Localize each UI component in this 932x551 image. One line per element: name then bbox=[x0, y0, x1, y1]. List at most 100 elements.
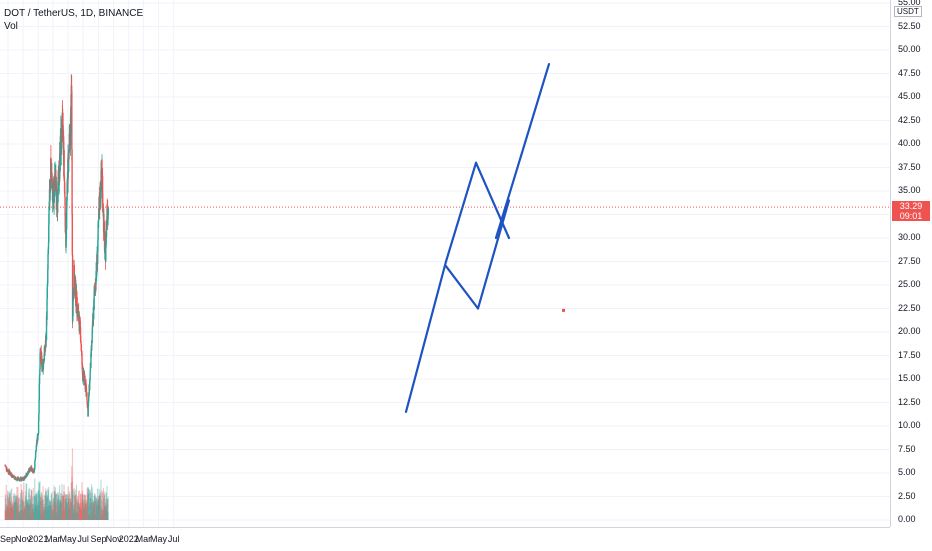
volume-bar bbox=[74, 495, 76, 520]
volume-bar bbox=[53, 498, 55, 520]
time-tick: Sep bbox=[0, 534, 17, 544]
volume-bar bbox=[83, 507, 85, 520]
volume-bar bbox=[75, 489, 77, 520]
volume-bar bbox=[24, 497, 26, 520]
volume-bar bbox=[62, 495, 64, 520]
volume-bar bbox=[66, 509, 69, 520]
volume-bar bbox=[55, 494, 57, 520]
volume-bar bbox=[48, 506, 50, 520]
volume-bar bbox=[11, 507, 13, 520]
volume-bar bbox=[106, 498, 109, 520]
volume-bar bbox=[51, 501, 53, 520]
volume-bar bbox=[84, 494, 86, 520]
volume-bar bbox=[42, 500, 44, 520]
volume-bar bbox=[90, 502, 92, 520]
volume-bar bbox=[14, 500, 16, 520]
volume-bar bbox=[86, 488, 88, 520]
volume-bar bbox=[40, 493, 42, 520]
candle-body bbox=[107, 208, 109, 216]
rhombus-top-right bbox=[474, 161, 511, 240]
candle-body bbox=[63, 175, 66, 182]
volume-bar bbox=[92, 502, 94, 520]
price-axis[interactable]: 55.00 52.50 50.00 47.50 45.00 42.50 40.00 37.50… bbox=[890, 0, 932, 527]
volume-bar bbox=[28, 504, 30, 520]
volume-bar bbox=[71, 448, 74, 520]
volume-bar bbox=[40, 496, 42, 520]
volume-bar bbox=[6, 490, 9, 520]
chart-area[interactable]: DOT / TetherUS, 1D, BINANCE Vol bbox=[0, 0, 890, 527]
volume-bar bbox=[101, 492, 104, 520]
symbol-title: DOT / TetherUS, 1D, BINANCE bbox=[4, 8, 144, 19]
volume-bar bbox=[58, 508, 60, 520]
candle-body bbox=[86, 400, 88, 405]
volume-bar bbox=[8, 493, 11, 520]
volume-bar bbox=[105, 492, 108, 520]
price-chart[interactable] bbox=[0, 0, 890, 527]
candle-body bbox=[69, 115, 72, 146]
candle-body bbox=[89, 371, 91, 380]
rhombus-bottom-right bbox=[476, 199, 511, 310]
candle-body bbox=[49, 178, 52, 187]
time-axis[interactable]: Sep Nov 2021 Mar May Jul Sep Nov 2022 Mar May Jul bbox=[0, 527, 890, 551]
candle-body bbox=[57, 189, 59, 213]
volume-bar bbox=[35, 505, 37, 520]
volume-bar bbox=[64, 511, 66, 520]
volume-bar bbox=[95, 497, 98, 520]
volume-bar bbox=[67, 486, 69, 520]
price-tick: 25.00 bbox=[898, 279, 921, 289]
volume-bar bbox=[78, 491, 80, 520]
volume-bar bbox=[18, 497, 20, 520]
volume-bar bbox=[41, 494, 44, 520]
volume-bar bbox=[57, 493, 59, 520]
price-tick: 30.00 bbox=[898, 232, 921, 242]
volume-bar bbox=[55, 494, 57, 520]
volume-bar bbox=[27, 488, 30, 520]
volume-bar bbox=[14, 502, 17, 520]
volume-bar bbox=[24, 509, 26, 520]
candle-body bbox=[29, 469, 31, 472]
volume-bar bbox=[37, 509, 39, 520]
volume-bar bbox=[15, 501, 17, 520]
volume-bar bbox=[20, 509, 22, 520]
volume-bar bbox=[39, 506, 41, 520]
volume-bar bbox=[56, 513, 58, 520]
candle-body bbox=[85, 387, 88, 394]
volume-bar bbox=[28, 504, 30, 520]
volume-bar bbox=[91, 492, 93, 520]
volume-bar bbox=[61, 484, 63, 520]
candle-body bbox=[98, 208, 100, 220]
trend-drawings[interactable] bbox=[404, 62, 565, 413]
volume-bar bbox=[12, 495, 15, 520]
volume-bar bbox=[88, 515, 90, 520]
volume-bar bbox=[85, 504, 87, 520]
volume-bar bbox=[104, 504, 107, 520]
price-tick: 2.50 bbox=[898, 490, 916, 501]
volume-bar bbox=[28, 487, 31, 520]
candle-body bbox=[92, 305, 95, 320]
volume-bar bbox=[105, 506, 107, 520]
volume-bar bbox=[9, 493, 11, 520]
candle-body bbox=[64, 191, 66, 198]
volume-bar bbox=[35, 493, 37, 520]
unit-label[interactable]: USDT bbox=[894, 6, 922, 17]
volume-bar bbox=[67, 502, 69, 520]
volume-bar bbox=[43, 507, 46, 520]
volume-bar bbox=[90, 498, 92, 520]
volume-bar bbox=[30, 502, 32, 520]
volume-bar bbox=[19, 499, 21, 520]
volume-bar bbox=[19, 510, 21, 520]
volume-bar bbox=[107, 499, 109, 520]
volume-bar bbox=[57, 498, 59, 520]
volume-bar bbox=[23, 500, 25, 520]
volume-bar bbox=[50, 493, 52, 520]
volume-bar bbox=[52, 498, 54, 520]
volume-bar bbox=[32, 496, 34, 520]
volume-bar bbox=[59, 499, 61, 520]
volume-bar bbox=[81, 493, 83, 520]
volume-bar bbox=[95, 498, 97, 520]
volume-bar bbox=[89, 497, 91, 520]
price-tick: 40.00 bbox=[898, 138, 921, 148]
volume-bar bbox=[88, 491, 91, 520]
volume-bar bbox=[99, 496, 101, 520]
volume-bar bbox=[27, 505, 29, 520]
